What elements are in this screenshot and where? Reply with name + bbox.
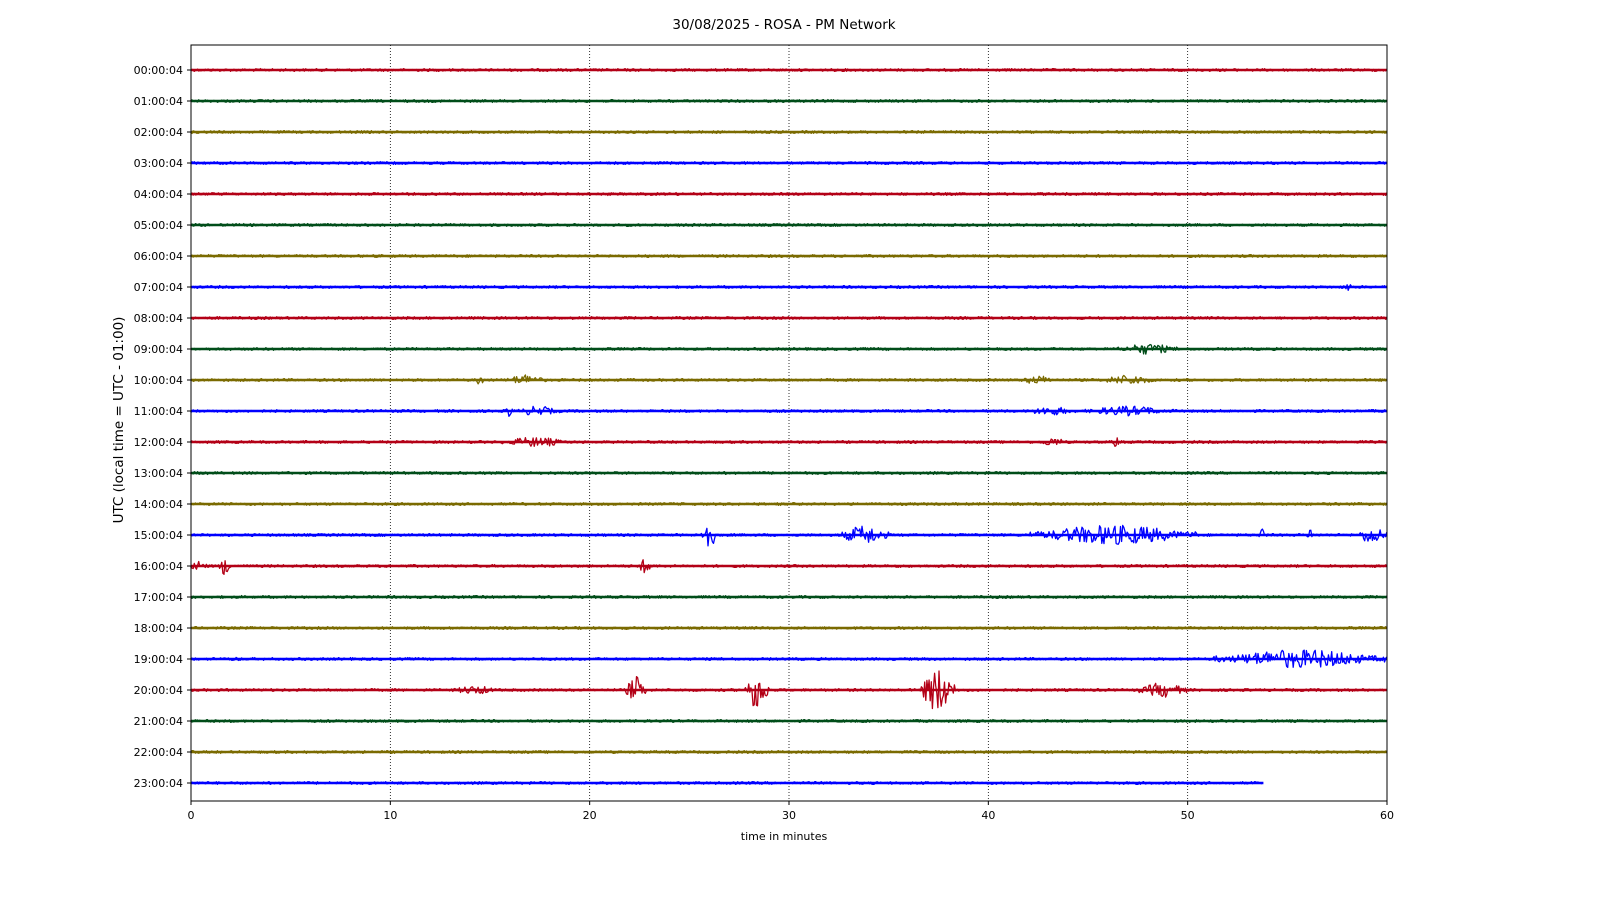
- y-tick-label: 12:00:04: [134, 436, 183, 449]
- seismic-traces: [190, 67, 1388, 786]
- y-tick-label: 14:00:04: [134, 498, 183, 511]
- y-tick-label: 23:00:04: [134, 777, 183, 790]
- x-tick-label: 40: [981, 809, 995, 822]
- x-axis-label: time in minutes: [741, 830, 828, 843]
- chart-title: 30/08/2025 - ROSA - PM Network: [672, 17, 895, 33]
- y-tick-label: 17:00:04: [134, 591, 183, 604]
- y-tick-label: 08:00:04: [134, 312, 183, 325]
- y-tick-label: 07:00:04: [134, 281, 183, 294]
- y-axis-label: UTC (local time = UTC - 01:00): [111, 317, 127, 524]
- grid-lines: [389, 45, 1189, 801]
- y-tick-label: 15:00:04: [134, 529, 183, 542]
- y-tick-label: 13:00:04: [134, 467, 183, 480]
- y-tick-label: 22:00:04: [134, 746, 183, 759]
- y-axis-ticks: 00:00:04 01:00:04 02:00:04 03:00:04 04:00:04…: [134, 64, 191, 790]
- y-tick-label: 05:00:04: [134, 219, 183, 232]
- plot-frame: [190, 44, 1388, 802]
- y-tick-label: 21:00:04: [134, 715, 183, 728]
- y-tick-label: 10:00:04: [134, 374, 183, 387]
- x-tick-label: 0: [188, 809, 195, 822]
- x-tick-label: 60: [1380, 809, 1394, 822]
- y-tick-label: 03:00:04: [134, 157, 183, 170]
- y-tick-label: 18:00:04: [134, 622, 183, 635]
- y-tick-label: 20:00:04: [134, 684, 183, 697]
- y-tick-label: 16:00:04: [134, 560, 183, 573]
- x-tick-label: 20: [583, 809, 597, 822]
- y-tick-label: 19:00:04: [134, 653, 183, 666]
- x-tick-label: 10: [383, 809, 397, 822]
- y-tick-label: 11:00:04: [134, 405, 183, 418]
- y-tick-label: 02:00:04: [134, 126, 183, 139]
- x-axis-ticks: 0 10 20 30 40 50 60: [188, 801, 1394, 822]
- y-tick-label: 09:00:04: [134, 343, 183, 356]
- y-tick-label: 06:00:04: [134, 250, 183, 263]
- y-tick-label: 04:00:04: [134, 188, 183, 201]
- y-tick-label: 00:00:04: [134, 64, 183, 77]
- x-tick-label: 50: [1181, 809, 1195, 822]
- y-tick-label: 01:00:04: [134, 95, 183, 108]
- x-tick-label: 30: [782, 809, 796, 822]
